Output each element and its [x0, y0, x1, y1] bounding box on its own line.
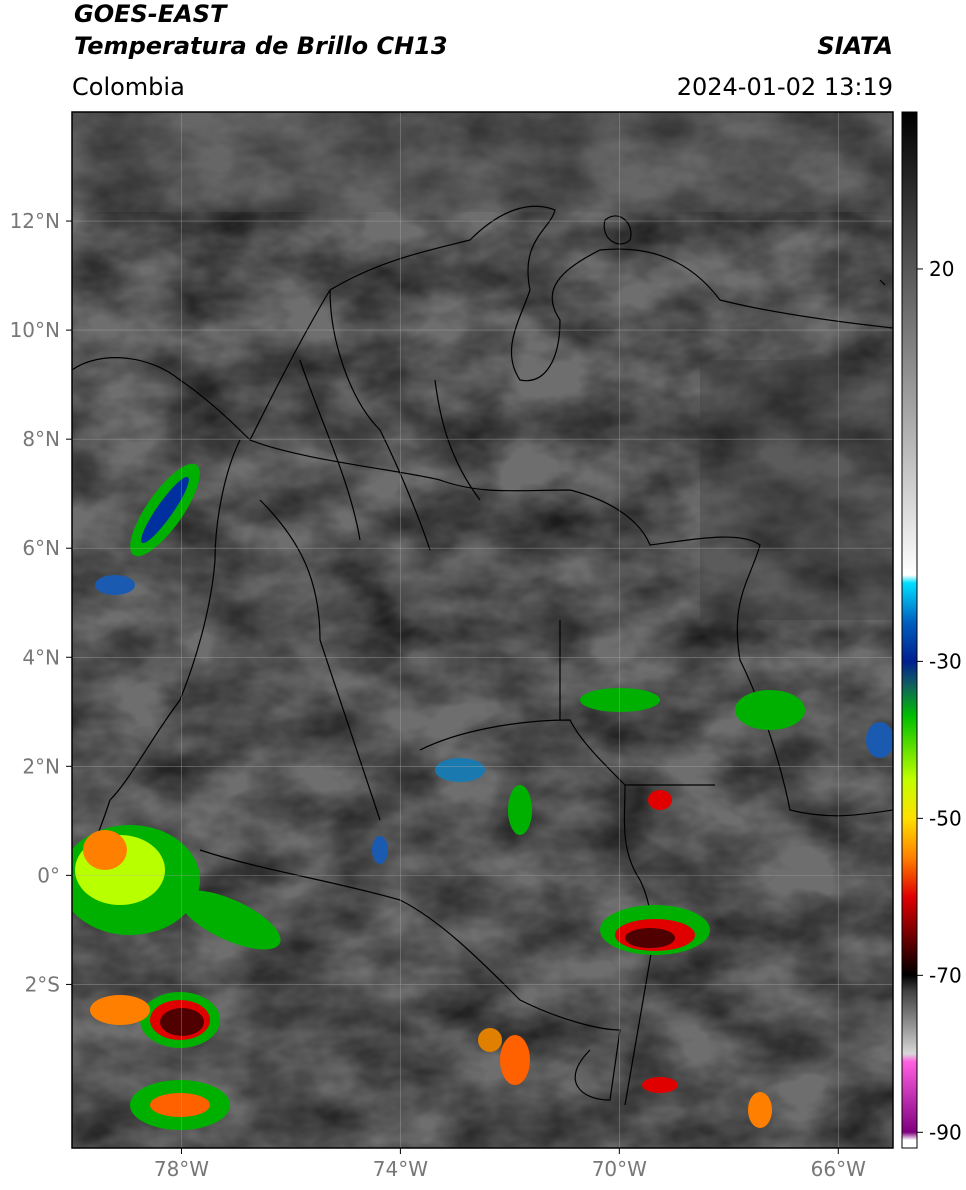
colorbar-tick-label: -70: [929, 963, 962, 987]
y-tick-label: 12°N: [10, 209, 60, 233]
x-tick-label: 74°W: [373, 1157, 428, 1181]
map-frame: [71, 111, 894, 1149]
y-tick-label: 4°N: [22, 645, 60, 669]
x-tick-label: 78°W: [154, 1157, 209, 1181]
y-tick-label: 2°N: [22, 754, 60, 778]
x-tick-label: 66°W: [811, 1157, 866, 1181]
colorbar-tick-label: 20: [929, 257, 954, 281]
y-tick-label: 8°N: [22, 427, 60, 451]
subtitle: Temperatura de Brillo CH13: [74, 32, 448, 60]
coastlines: [72, 205, 893, 1106]
y-tick-label: 0°: [37, 863, 60, 887]
y-tick-label: 10°N: [10, 318, 60, 342]
colorbar: [901, 111, 918, 1149]
region: Colombia: [72, 73, 185, 101]
source: SIATA: [817, 32, 893, 60]
datetime: 2024-01-02 13:19: [677, 73, 893, 101]
colorbar-tick-label: -30: [929, 649, 962, 673]
convective-cells: [72, 463, 893, 1130]
colorbar-tick-label: -50: [929, 806, 962, 830]
y-tick-label: 6°N: [22, 536, 60, 560]
colorbar-tick-label: -90: [929, 1120, 962, 1144]
satellite-image: [72, 112, 893, 1148]
x-tick-label: 70°W: [592, 1157, 647, 1181]
y-tick-label: 2°S: [25, 972, 60, 996]
title: GOES-EAST: [74, 0, 228, 28]
